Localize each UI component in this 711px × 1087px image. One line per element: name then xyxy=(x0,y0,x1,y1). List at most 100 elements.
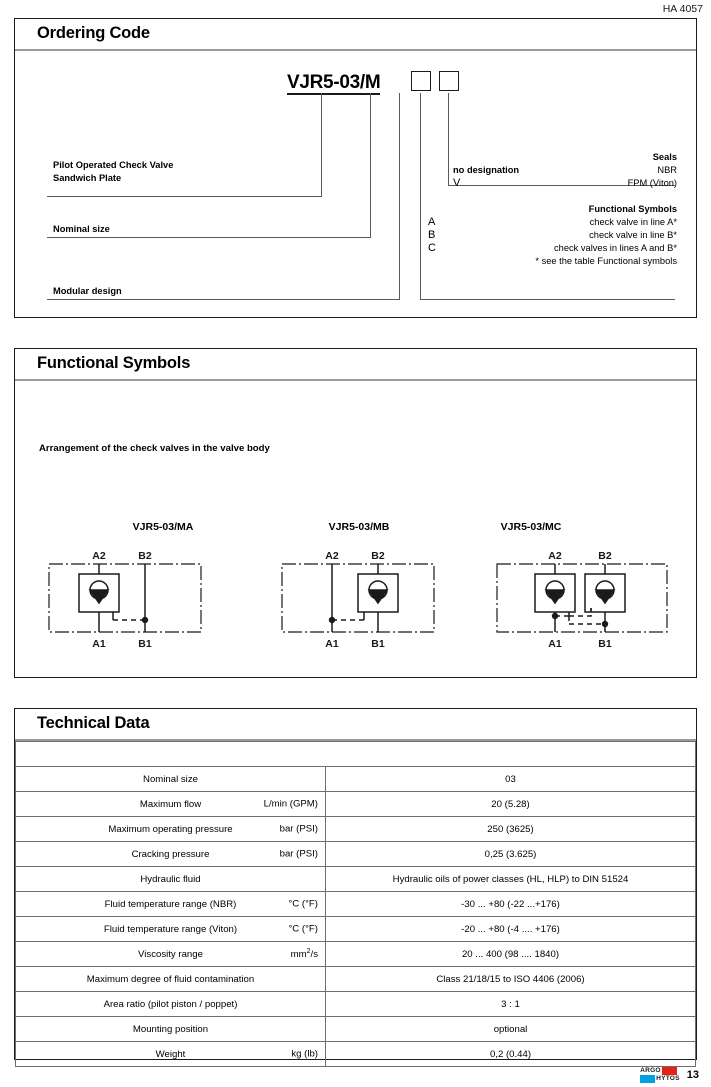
section-title-technical-data: Technical Data xyxy=(15,709,696,741)
table-cell-value: optional xyxy=(325,1016,696,1042)
label-modular-design: Modular design xyxy=(53,286,122,296)
table-cell-label: Maximum operating pressure bar (PSI) xyxy=(15,816,326,842)
connector-underline-functional xyxy=(420,299,675,301)
table-cell-label: Fluid temperature range (NBR) °C (°F) xyxy=(15,891,326,917)
port-label-a1: A1 xyxy=(325,638,339,650)
parameter-name: Maximum degree of fluid contamination xyxy=(86,973,255,985)
connector-line-seals xyxy=(448,93,450,186)
table-row: Maximum flow L/min (GPM) 20 (5.28) xyxy=(15,791,696,817)
port-label-b2: B2 xyxy=(371,550,385,562)
table-cell-label: Area ratio (pilot piston / poppet) xyxy=(15,991,326,1017)
argo-hytos-logo: ARGO HYTOS xyxy=(640,1067,680,1083)
table-row: Maximum degree of fluid contamination Cla… xyxy=(15,966,696,992)
diagram-vjr5-03-ma: A2 B2 A1 B1 xyxy=(48,550,202,650)
table-cell-value: -30 ... +80 (-22 ...+176) xyxy=(325,891,696,917)
technical-data-table: Nominal size 03 Maximum flow L/min (GPM) 20 … xyxy=(15,741,696,1067)
page-number: 13 xyxy=(686,1069,699,1081)
connector-line-nominal-size xyxy=(370,93,372,238)
table-cell-label: Maximum flow L/min (GPM) xyxy=(15,791,326,817)
table-row: Area ratio (pilot piston / poppet) 3 : 1 xyxy=(15,991,696,1017)
table-row: Mounting position optional xyxy=(15,1016,696,1042)
parameter-name: Fluid temperature range (NBR) xyxy=(104,898,237,910)
functional-heading: Functional Symbols xyxy=(588,204,677,214)
parameter-name: Cracking pressure xyxy=(131,848,210,860)
logo-square-red xyxy=(661,1067,677,1075)
table-row: Hydraulic fluid Hydraulic oils of power c… xyxy=(15,866,696,892)
technical-data-body: Nominal size 03 Maximum flow L/min (GPM) 20 … xyxy=(15,741,696,1067)
table-row: Fluid temperature range (NBR) °C (°F) -30 … xyxy=(15,891,696,917)
parameter-unit: mm2/s xyxy=(290,947,318,961)
parameter-name: Nominal size xyxy=(143,773,198,785)
diagram-vjr5-03-mc: A2 B2 A1 B1 xyxy=(496,550,668,650)
functional-key-0: A xyxy=(428,216,436,228)
logo-text-argo: ARGO xyxy=(640,1067,661,1074)
table-row: Nominal size 03 xyxy=(15,766,696,792)
port-label-b1: B1 xyxy=(371,638,385,650)
table-cell-value: Hydraulic oils of power classes (HL, HLP… xyxy=(325,866,696,892)
table-cell-label: Cracking pressure bar (PSI) xyxy=(15,841,326,867)
functional-symbols-body: Arrangement of the check valves in the v… xyxy=(15,381,696,673)
seals-heading: Seals xyxy=(652,152,677,162)
ordering-code-body: VJR5-03/M Pilot Operated Check Valve San… xyxy=(15,51,696,313)
table-cell-label: Weight kg (lb) xyxy=(15,1041,326,1067)
section-ordering-code: Ordering Code VJR5-03/M Pilot Operated C… xyxy=(14,18,697,318)
table-row: Weight kg (lb) 0,2 (0.44) xyxy=(15,1041,696,1067)
parameter-name: Mounting position xyxy=(132,1023,209,1035)
table-cell-value: 03 xyxy=(325,766,696,792)
table-cell-value: 20 ... 400 (98 .... 1840) xyxy=(325,941,696,967)
section-title-functional-symbols: Functional Symbols xyxy=(15,349,696,381)
table-row: Maximum operating pressure bar (PSI) 250 (… xyxy=(15,816,696,842)
table-cell-label: Viscosity range mm2/s xyxy=(15,941,326,967)
document-code: HA 4057 xyxy=(662,3,703,15)
functional-note: * see the table Functional symbols xyxy=(535,256,677,266)
connector-line-product xyxy=(321,93,323,197)
section-title-ordering-code: Ordering Code xyxy=(15,19,696,51)
diagram-label-ma: VJR5-03/MA xyxy=(132,521,194,533)
connector-underline-nominal-size xyxy=(47,237,371,239)
table-cell-value: 20 (5.28) xyxy=(325,791,696,817)
table-cell-value: 0,25 (3.625) xyxy=(325,841,696,867)
logo-text-hytos: HYTOS xyxy=(656,1075,680,1082)
seals-key-0: no designation xyxy=(453,165,520,175)
port-label-a1: A1 xyxy=(548,638,562,650)
connector-underline-modular-design xyxy=(47,299,400,301)
table-cell-value: -20 ... +80 (-4 .... +176) xyxy=(325,916,696,942)
diagram-label-mb: VJR5-03/MB xyxy=(328,521,390,533)
table-cell-label: Mounting position xyxy=(15,1016,326,1042)
seals-value-1: FPM (Viton) xyxy=(627,178,677,188)
table-cell-value: Class 21/18/15 to ISO 4406 (2006) xyxy=(325,966,696,992)
table-cell-value: 0,2 (0.44) xyxy=(325,1041,696,1067)
parameter-name: Maximum flow xyxy=(139,798,202,810)
parameter-unit: kg (lb) xyxy=(291,1048,318,1060)
table-cell-label: Maximum degree of fluid contamination xyxy=(15,966,326,992)
table-cell-value: 3 : 1 xyxy=(325,991,696,1017)
page-footer: ARGO HYTOS 13 xyxy=(640,1067,699,1083)
parameter-name: Weight xyxy=(155,1048,186,1060)
connector-line-functional xyxy=(420,93,422,300)
port-label-b1: B1 xyxy=(138,638,152,650)
section-technical-data: Technical Data Nominal size 03 Maximum flo… xyxy=(14,708,697,1067)
functional-key-1: B xyxy=(428,229,436,241)
code-box-functional-symbol[interactable] xyxy=(411,71,431,91)
label-product-name: Pilot Operated Check Valve Sandwich Plat… xyxy=(53,160,174,183)
parameter-unit: L/min (GPM) xyxy=(263,798,318,810)
table-row: Viscosity range mm2/s 20 ... 400 (98 .... … xyxy=(15,941,696,967)
port-label-a1: A1 xyxy=(92,638,106,650)
functional-key-2: C xyxy=(428,242,436,254)
ordering-code-string: VJR5-03/M xyxy=(287,72,381,95)
table-row: Fluid temperature range (Viton) °C (°F) -2… xyxy=(15,916,696,942)
diagram-vjr5-03-mb: A2 B2 A1 B1 xyxy=(281,550,435,650)
parameter-unit: bar (PSI) xyxy=(279,823,318,835)
connector-underline-product xyxy=(47,196,322,198)
functional-value-2: check valves in lines A and B* xyxy=(554,243,677,253)
table-row: Cracking pressure bar (PSI) 0,25 (3.625) xyxy=(15,841,696,867)
parameter-name: Maximum operating pressure xyxy=(108,823,233,835)
parameter-unit: °C (°F) xyxy=(288,898,318,910)
port-label-a2: A2 xyxy=(325,550,339,562)
logo-square-blue xyxy=(640,1075,656,1083)
port-label-b1: B1 xyxy=(598,638,612,650)
table-cell-value: 250 (3625) xyxy=(325,816,696,842)
functional-value-1: check valve in line B* xyxy=(589,230,677,240)
code-box-seals[interactable] xyxy=(439,71,459,91)
label-nominal-size: Nominal size xyxy=(53,224,110,234)
